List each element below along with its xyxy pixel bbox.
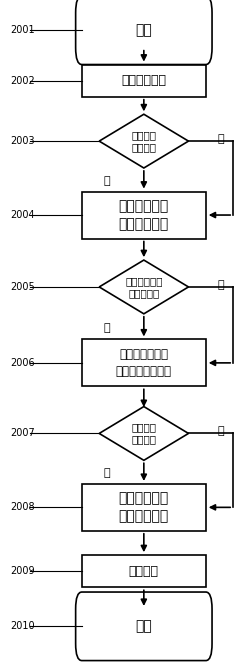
Polygon shape [99, 407, 188, 460]
Text: 结束: 结束 [135, 620, 152, 633]
FancyBboxPatch shape [76, 0, 212, 65]
Text: 过氧化氢低温
等离子灭菌: 过氧化氢低温 等离子灭菌 [125, 276, 163, 298]
Text: 2004: 2004 [10, 210, 34, 220]
Text: 2009: 2009 [10, 566, 34, 576]
Text: 2003: 2003 [10, 136, 34, 146]
Text: 2008: 2008 [10, 503, 34, 512]
Polygon shape [99, 114, 188, 168]
Text: 否: 否 [217, 134, 224, 144]
Text: 是: 是 [103, 323, 110, 333]
Text: 2007: 2007 [10, 429, 35, 438]
Text: 执行过氧化氢低
温等离子灭菌流程: 执行过氧化氢低 温等离子灭菌流程 [116, 348, 172, 378]
Text: 否: 否 [217, 427, 224, 436]
Bar [82, 484, 206, 531]
Text: 2001: 2001 [10, 26, 34, 35]
Text: 工作状态设定: 工作状态设定 [121, 74, 166, 87]
Text: 否: 否 [217, 280, 224, 290]
Text: 2006: 2006 [10, 358, 34, 368]
Bar [82, 339, 206, 386]
Text: 2002: 2002 [10, 76, 35, 85]
Text: 2010: 2010 [10, 622, 34, 631]
Bar [82, 65, 206, 97]
FancyBboxPatch shape [76, 592, 212, 661]
Polygon shape [99, 260, 188, 314]
Text: 执行真空脉动
蕃汽灭菌流程: 执行真空脉动 蕃汽灭菌流程 [119, 491, 169, 523]
Text: 是: 是 [103, 468, 110, 478]
Text: 2005: 2005 [10, 282, 35, 292]
Bar [82, 192, 206, 239]
Text: 真空脉动
臭氧灭菌: 真空脉动 臭氧灭菌 [131, 130, 156, 153]
Text: 是: 是 [103, 177, 110, 186]
Text: 开始: 开始 [135, 24, 152, 37]
Text: 真空脉动
蕃汽灭菌: 真空脉动 蕃汽灭菌 [131, 422, 156, 445]
Text: 干燥流程: 干燥流程 [129, 564, 159, 578]
Bar [82, 555, 206, 587]
Text: 执行真空脉动
臭氧灭菌流程: 执行真空脉动 臭氧灭菌流程 [119, 199, 169, 231]
